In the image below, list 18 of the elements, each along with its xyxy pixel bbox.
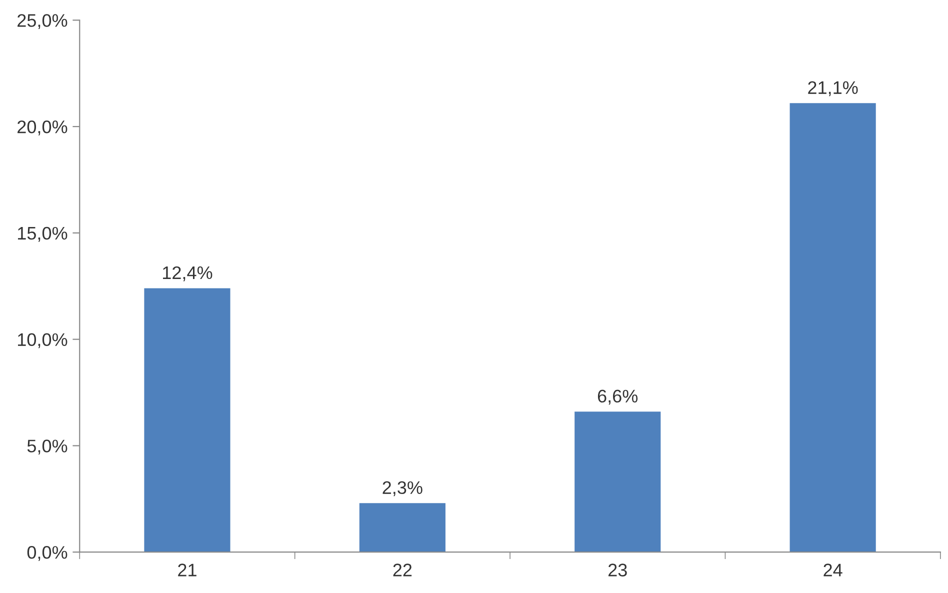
y-tick-label: 15,0%: [18, 226, 68, 242]
data-label: 21,1%: [808, 81, 858, 96]
y-tick-label: 5,0%: [27, 440, 68, 455]
data-label: 6,6%: [598, 390, 638, 405]
y-tick-label: 0,0%: [27, 546, 68, 561]
x-tick-label: 24: [824, 564, 842, 576]
y-tick-label: 10,0%: [18, 333, 68, 348]
x-tick-label: 21: [178, 564, 196, 576]
bar: [144, 288, 230, 552]
x-tick-label: 22: [393, 564, 412, 576]
y-tick-label: 20,0%: [18, 120, 68, 136]
x-tick-label: 23: [608, 564, 627, 576]
bar: [790, 103, 876, 552]
bar: [359, 503, 446, 552]
bar: [574, 412, 661, 552]
data-label: 2,3%: [382, 481, 422, 496]
y-tick-label: 25,0%: [18, 14, 68, 30]
data-label: 12,4%: [163, 266, 212, 282]
